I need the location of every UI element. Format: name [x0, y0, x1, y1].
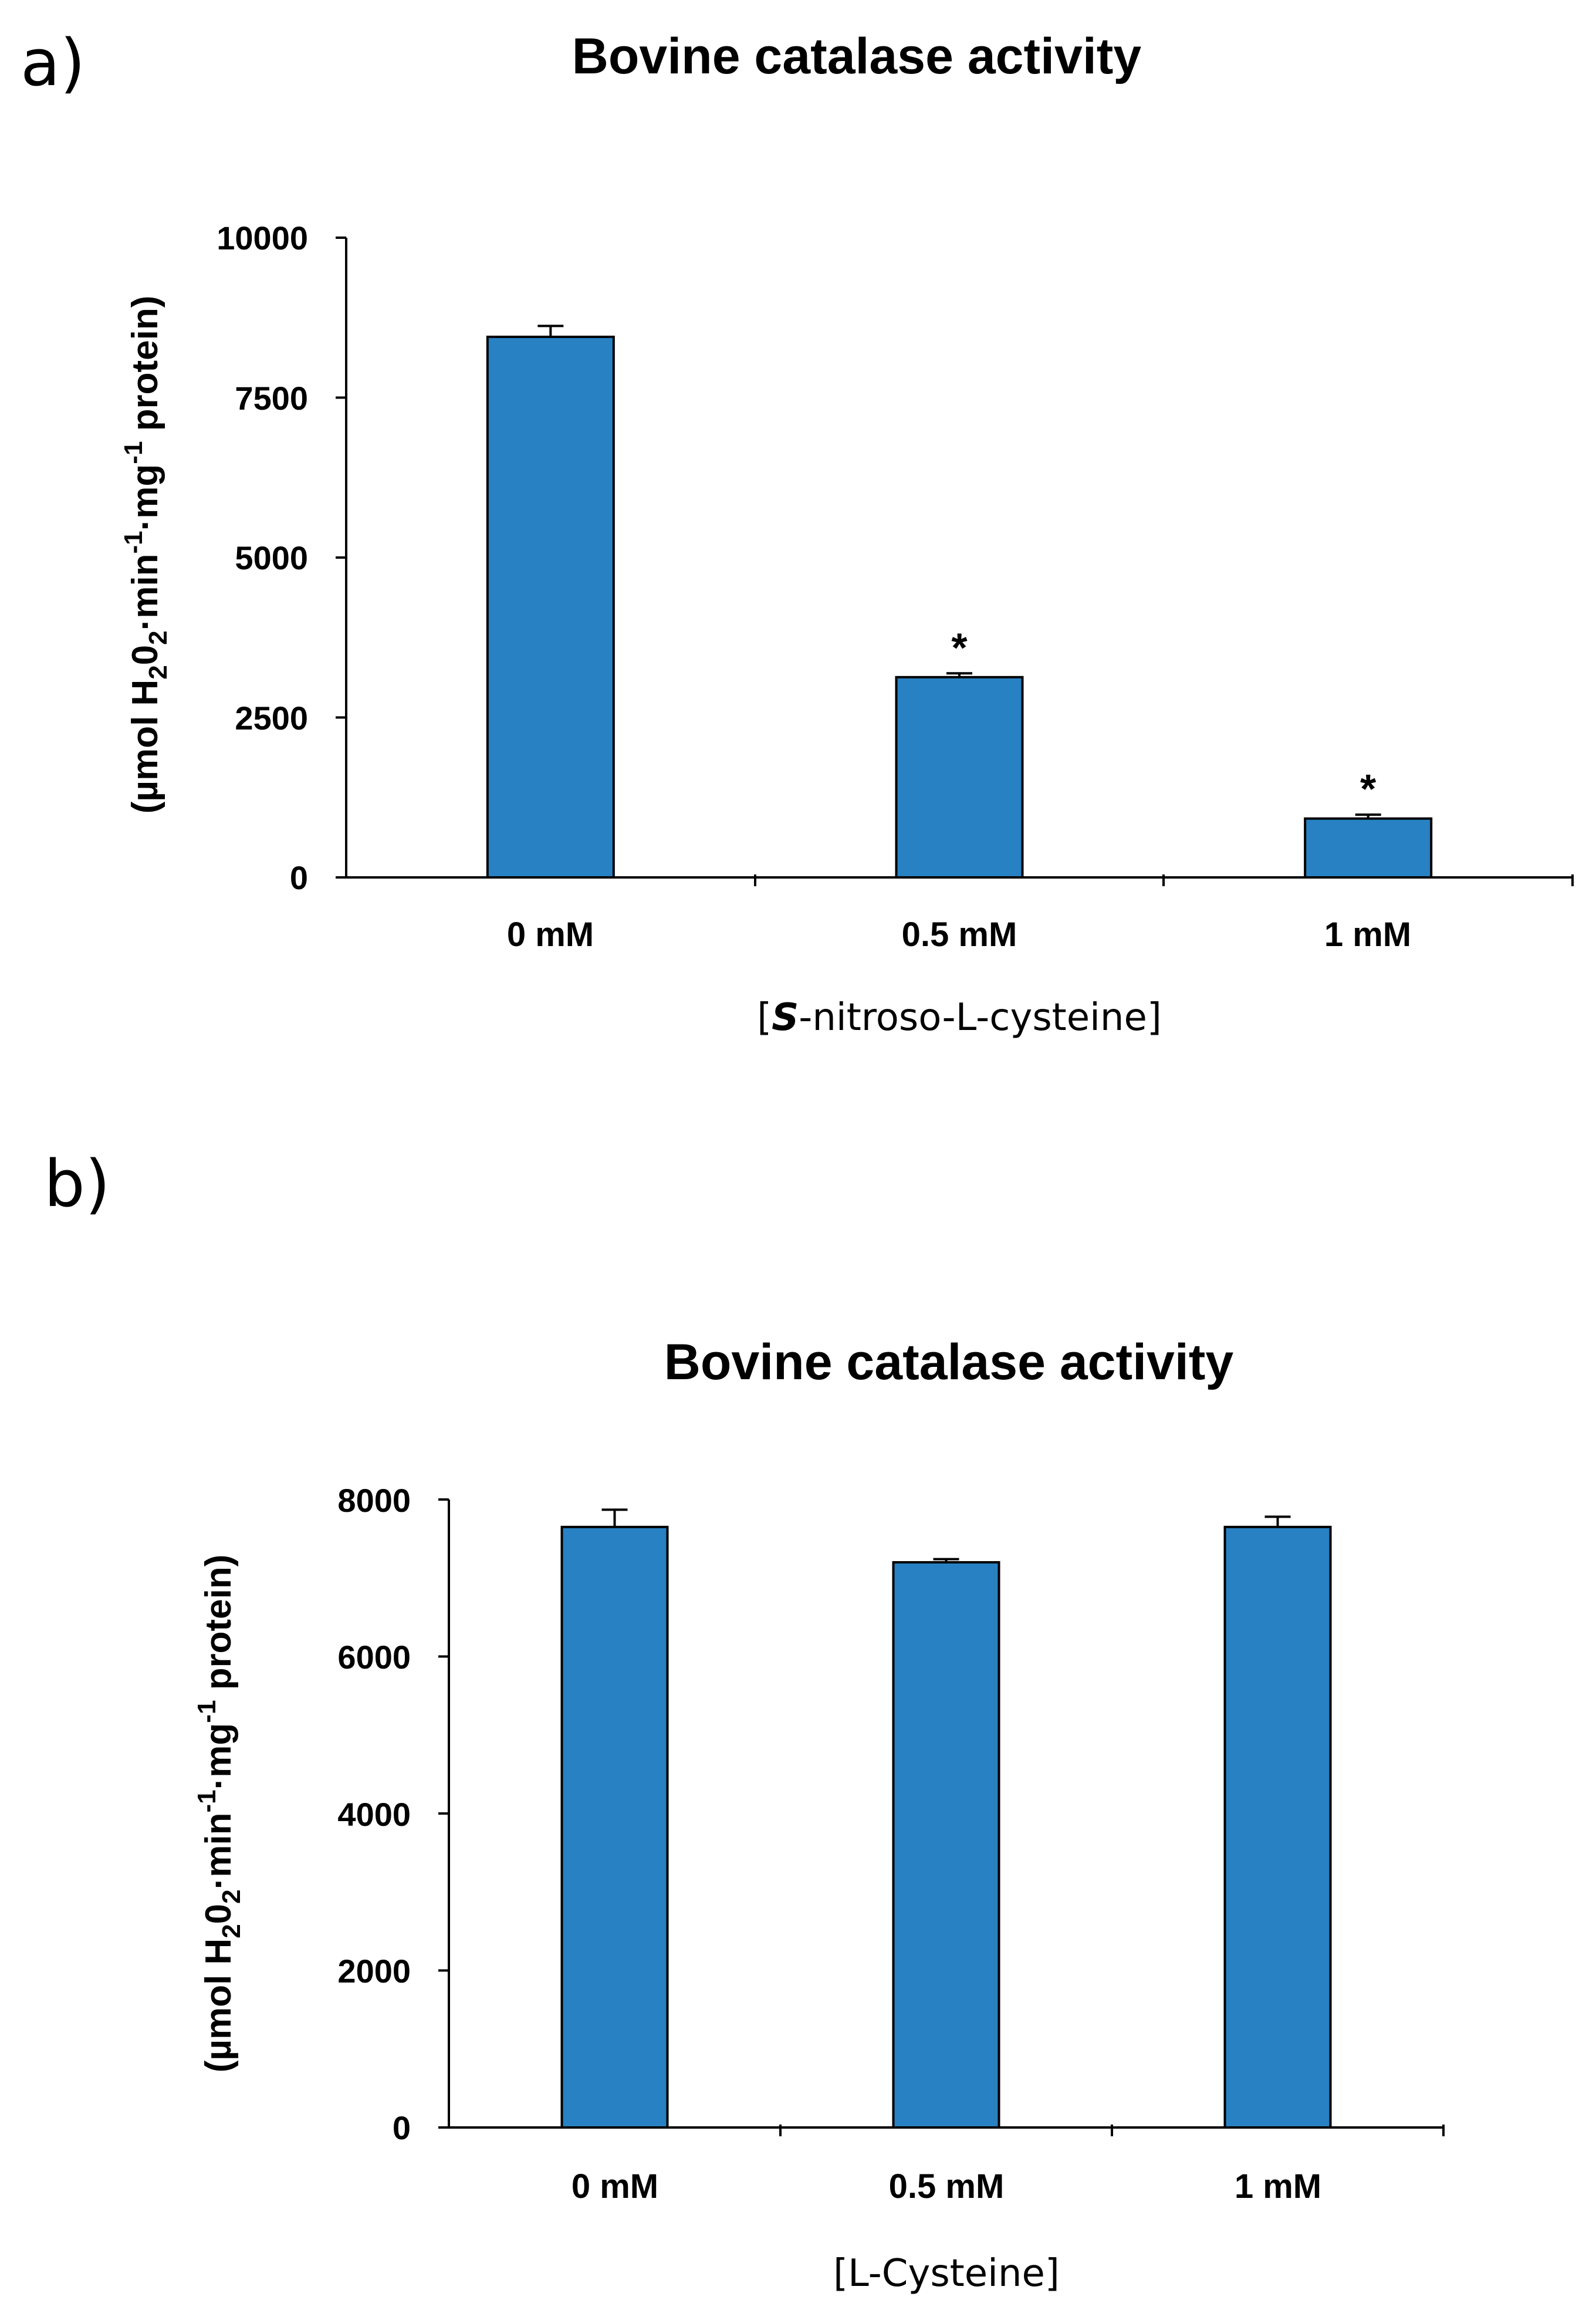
- panel-b-x-labels: 0 mM 0.5 mM 1 mM: [572, 2167, 1321, 2206]
- panel-b-bar: [1223, 1525, 1332, 2129]
- panel-b-y-tick-label: 2000: [337, 1953, 411, 1990]
- panel-a-significance-marker: *: [951, 624, 968, 670]
- panel-a-error-bar: [946, 672, 972, 677]
- panel-a-y-tick-label: 7500: [235, 380, 308, 417]
- panel-b-x-tick-label: 1 mM: [1235, 2167, 1321, 2206]
- panel-b-x-axis-ticks: [779, 2125, 1445, 2136]
- panel-b-letter: b): [44, 1146, 110, 1221]
- panel-a: a) Bovine catalase activity (µmol H202·m…: [21, 25, 1574, 1039]
- panel-a-y-labels: 0 2500 5000 7500 10000: [217, 219, 308, 896]
- panel-b-y-tick-label: 8000: [337, 1482, 411, 1519]
- panel-a-bar: [895, 676, 1024, 879]
- panel-b-x-tick-label: 0 mM: [572, 2167, 658, 2206]
- panel-b-plot: [438, 1498, 1443, 2129]
- panel-a-x-axis-ticks: [754, 874, 1574, 886]
- panel-a-x-title: [S-nitroso-L-cysteine]: [757, 996, 1162, 1039]
- panel-a-x-tick-label: 1 mM: [1324, 916, 1411, 954]
- panel-b: b) Bovine catalase activity (µmol H202·m…: [44, 1146, 1445, 2295]
- panel-a-bar: [1304, 817, 1433, 879]
- panel-a-letter: a): [21, 25, 85, 100]
- panel-b-y-tick-label: 6000: [337, 1639, 411, 1676]
- panel-b-y-tick-label: 0: [393, 2109, 411, 2146]
- panel-a-error-bar: [537, 325, 564, 337]
- panel-a-y-tick-label: 2500: [235, 700, 308, 737]
- panel-b-bar: [560, 1525, 669, 2129]
- panel-b-error-bar: [933, 1558, 959, 1562]
- panel-b-x-title: [L-Cysteine]: [833, 2252, 1060, 2295]
- panel-a-y-tick-label: 0: [290, 859, 308, 896]
- panel-b-x-tick-label: 0.5 mM: [889, 2167, 1005, 2206]
- panel-b-y-tick-label: 4000: [337, 1796, 411, 1833]
- panel-a-x-labels: 0 mM 0.5 mM 1 mM: [507, 916, 1411, 954]
- panel-a-y-title: (µmol H202·min-1·mg-1 protein): [119, 296, 173, 814]
- panel-b-title: Bovine catalase activity: [664, 1334, 1234, 1390]
- panel-a-error-bar: [1355, 813, 1381, 819]
- panel-a-bar: [486, 335, 615, 879]
- panel-b-error-bar: [601, 1508, 628, 1527]
- panel-a-plot: **: [336, 237, 1573, 879]
- panel-b-bar: [892, 1561, 1000, 2129]
- panel-b-y-title: (µmol H202·min-1·mg-1 protein): [192, 1555, 246, 2073]
- panel-a-y-tick-label: 10000: [217, 219, 308, 256]
- panel-a-significance-marker: *: [1360, 766, 1377, 812]
- panel-b-error-bar: [1264, 1515, 1291, 1527]
- panel-a-title: Bovine catalase activity: [572, 28, 1142, 85]
- panel-b-y-labels: 0 2000 4000 6000 8000: [337, 1482, 411, 2146]
- panel-a-x-tick-label: 0 mM: [507, 916, 594, 954]
- panel-a-y-tick-label: 5000: [235, 539, 308, 576]
- panel-a-x-tick-label: 0.5 mM: [902, 916, 1017, 954]
